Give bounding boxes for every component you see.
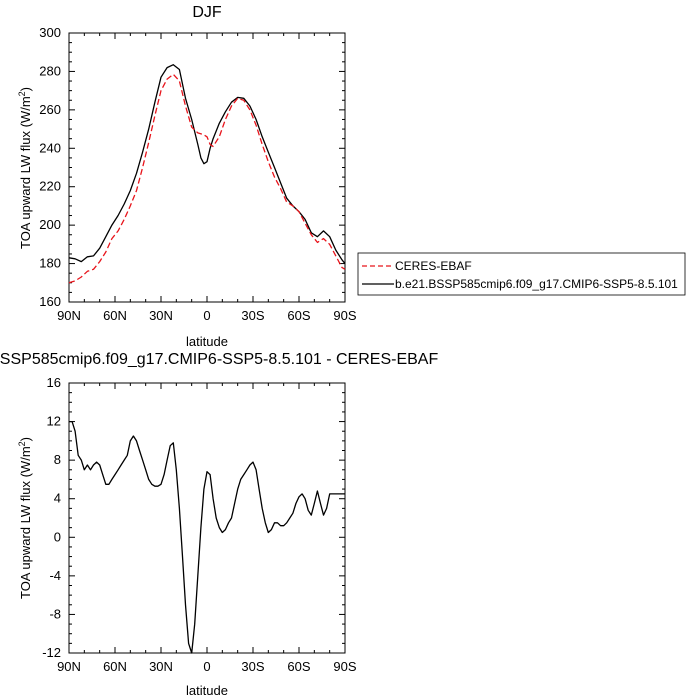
- bottom-y-tick-label: 8: [54, 452, 61, 467]
- top-series-line-model: [68, 64, 346, 265]
- top-y-axis-label: TOA upward LW flux (W/m2): [17, 87, 33, 249]
- top-axis-ticks: 160 180 200 220 240 260 280 300 90N 60N 30N 0 30S 60S…: [39, 25, 357, 323]
- top-y-tick-label: 300: [39, 25, 61, 40]
- bottom-y-tick-label: -8: [49, 606, 61, 621]
- bottom-x-tick-label: 30S: [241, 659, 264, 674]
- top-panel: DJF 160 180 200 220 240 260 280 300 90N 60N 30N 0 30…: [17, 4, 686, 349]
- bottom-x-tick-label: 90N: [57, 659, 81, 674]
- top-y-tick-label: 180: [39, 256, 61, 271]
- bottom-y-tick-label: 12: [47, 414, 61, 429]
- bottom-x-tick-label: 90S: [333, 659, 356, 674]
- bottom-panel: 1.BSSP585cmip6.f09_g17.CMIP6-SSP5-8.5.10…: [0, 351, 438, 698]
- legend-box: [357, 252, 686, 296]
- top-series-line-ceres: [68, 73, 346, 284]
- top-x-tick-label: 0: [203, 308, 210, 323]
- bottom-x-axis-label: latitude: [186, 683, 228, 698]
- top-y-tick-label: 280: [39, 63, 61, 78]
- top-x-axis-label: latitude: [186, 334, 228, 349]
- top-chart-title: DJF: [192, 4, 222, 21]
- bottom-plot-frame: [68, 382, 346, 654]
- bottom-x-tick-label: 60S: [287, 659, 310, 674]
- legend: CERES-EBAF b.e21.BSSP585cmip6.f09_g17.CM…: [357, 252, 686, 296]
- top-series-lines: [68, 64, 346, 284]
- legend-label-ceres: CERES-EBAF: [395, 259, 472, 273]
- legend-label-model: b.e21.BSSP585cmip6.f09_g17.CMIP6-SSP5-8.…: [395, 277, 678, 291]
- bottom-x-tick-label: 0: [203, 659, 210, 674]
- top-x-tick-label: 60N: [103, 308, 127, 323]
- bottom-chart-title: 1.BSSP585cmip6.f09_g17.CMIP6-SSP5-8.5.10…: [0, 351, 438, 368]
- bottom-y-tick-label: -4: [49, 568, 61, 583]
- bottom-axis-ticks: -12 -8 -4 0 4 8 12 16 90N 60N 30N 0 30S 60S 90S: [42, 375, 357, 674]
- top-x-tick-label: 90N: [57, 308, 81, 323]
- top-y-tick-label: 160: [39, 294, 61, 309]
- bottom-series-line-difference: [69, 420, 345, 654]
- bottom-x-tick-label: 30N: [149, 659, 173, 674]
- top-plot-frame: [68, 32, 346, 303]
- bottom-series-lines: [69, 420, 345, 654]
- top-y-tick-label: 200: [39, 217, 61, 232]
- bottom-y-tick-label: 4: [54, 491, 61, 506]
- bottom-y-tick-label: 0: [54, 529, 61, 544]
- top-x-tick-label: 30S: [241, 308, 264, 323]
- bottom-y-axis-label: TOA upward LW flux (W/m2): [17, 437, 33, 599]
- top-y-tick-label: 260: [39, 102, 61, 117]
- bottom-y-tick-label: -12: [42, 645, 61, 660]
- top-y-tick-label: 220: [39, 179, 61, 194]
- top-x-tick-label: 60S: [287, 308, 310, 323]
- top-x-tick-label: 30N: [149, 308, 173, 323]
- top-y-tick-label: 240: [39, 140, 61, 155]
- top-x-tick-label: 90S: [333, 308, 356, 323]
- bottom-x-tick-label: 60N: [103, 659, 127, 674]
- bottom-y-tick-label: 16: [47, 375, 61, 390]
